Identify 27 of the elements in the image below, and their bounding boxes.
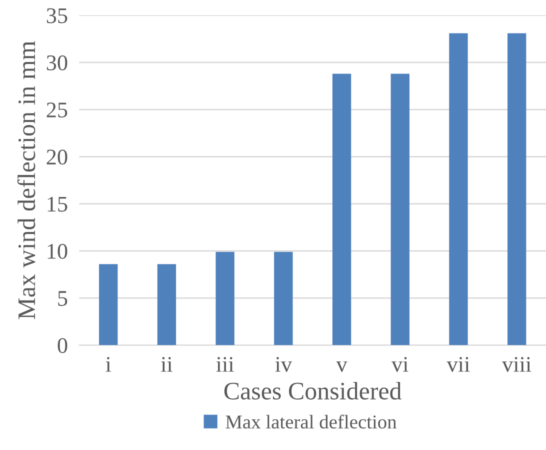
bar	[390, 74, 410, 346]
x-tick-label: iii	[216, 356, 234, 372]
y-tick-label: 25	[46, 102, 68, 118]
x-tick-label: iv	[275, 356, 292, 372]
bar	[274, 252, 293, 346]
x-tick-label: v	[336, 361, 348, 372]
bar	[216, 252, 234, 346]
legend-label: Max lateral deflection	[226, 414, 397, 429]
y-tick-label: 5	[58, 291, 68, 306]
bar	[332, 74, 352, 346]
bar	[449, 33, 468, 346]
y-axis-title: Max wind deflection in mm	[17, 41, 36, 320]
x-axis-title: Cases Considered	[224, 382, 402, 400]
y-tick-label: 10	[48, 244, 68, 259]
x-tick-label: vi	[391, 356, 408, 372]
x-tick-label: ii	[160, 356, 172, 372]
x-tick-label: viii	[502, 356, 532, 372]
bar	[99, 264, 118, 346]
y-tick-label: 35	[46, 8, 68, 24]
bar	[157, 264, 176, 346]
y-tick-label: 20	[46, 150, 68, 165]
y-tick-label: 30	[46, 55, 68, 70]
bar	[507, 33, 526, 346]
y-tick-label: 0	[58, 338, 68, 354]
x-tick-label: i	[106, 356, 112, 372]
x-tick-label: vii	[446, 356, 470, 372]
y-tick-label: 15	[48, 196, 68, 212]
